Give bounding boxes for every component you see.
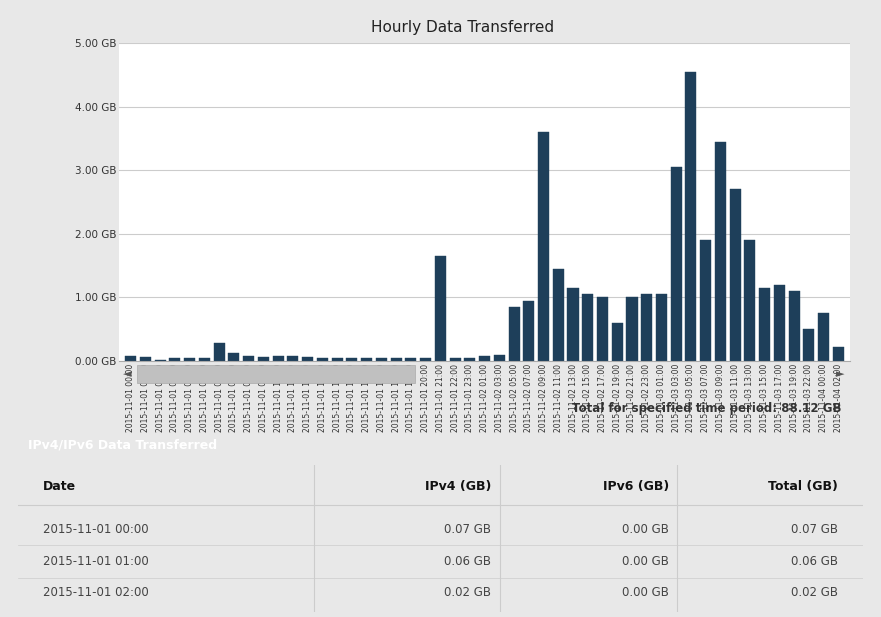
- FancyBboxPatch shape: [137, 365, 415, 383]
- Bar: [493, 355, 505, 361]
- Bar: [818, 313, 829, 361]
- Text: IPv4/IPv6 Data Transferred: IPv4/IPv6 Data Transferred: [28, 439, 217, 452]
- Bar: [803, 329, 814, 361]
- Text: 0.00 GB: 0.00 GB: [622, 523, 669, 536]
- Text: Date: Date: [43, 480, 76, 493]
- Bar: [788, 291, 800, 361]
- Bar: [184, 358, 196, 361]
- Bar: [125, 357, 137, 361]
- Bar: [567, 288, 579, 361]
- Text: 2015-11-01 01:00: 2015-11-01 01:00: [43, 555, 149, 568]
- Bar: [243, 357, 255, 361]
- Bar: [214, 343, 225, 361]
- Bar: [714, 142, 726, 361]
- Text: IPv4 (GB): IPv4 (GB): [425, 480, 492, 493]
- Bar: [552, 269, 564, 361]
- Text: 0.00 GB: 0.00 GB: [622, 587, 669, 600]
- Bar: [302, 357, 313, 361]
- Bar: [626, 297, 638, 361]
- Bar: [656, 294, 667, 361]
- Text: 0.07 GB: 0.07 GB: [791, 523, 838, 536]
- Bar: [641, 294, 652, 361]
- Bar: [317, 358, 328, 361]
- Text: 2015-11-01 00:00: 2015-11-01 00:00: [43, 523, 149, 536]
- Bar: [538, 132, 549, 361]
- Bar: [464, 358, 476, 361]
- Bar: [346, 358, 358, 361]
- Bar: [169, 358, 181, 361]
- Bar: [420, 358, 431, 361]
- Bar: [435, 256, 446, 361]
- Bar: [272, 356, 284, 361]
- Bar: [597, 297, 608, 361]
- Bar: [199, 358, 210, 361]
- Text: Total (GB): Total (GB): [768, 480, 838, 493]
- Text: Total for specified time period: 88.12 GB: Total for specified time period: 88.12 G…: [572, 402, 841, 415]
- Bar: [405, 358, 417, 361]
- Bar: [287, 357, 299, 361]
- Text: 0.02 GB: 0.02 GB: [444, 587, 492, 600]
- Text: 2015-11-01 02:00: 2015-11-01 02:00: [43, 587, 149, 600]
- Text: 0.02 GB: 0.02 GB: [791, 587, 838, 600]
- Bar: [228, 354, 240, 361]
- Bar: [759, 288, 770, 361]
- Bar: [155, 360, 166, 361]
- Bar: [523, 300, 534, 361]
- Bar: [140, 357, 151, 361]
- Bar: [331, 358, 343, 361]
- Bar: [390, 358, 402, 361]
- Text: ◄: ◄: [122, 369, 131, 379]
- Bar: [685, 72, 697, 361]
- Bar: [729, 189, 741, 361]
- Bar: [508, 307, 520, 361]
- Bar: [376, 358, 387, 361]
- Bar: [670, 167, 682, 361]
- Bar: [258, 357, 269, 361]
- Text: ►: ►: [836, 369, 844, 379]
- Text: 0.07 GB: 0.07 GB: [444, 523, 492, 536]
- Text: Hourly Data Transferred: Hourly Data Transferred: [371, 20, 554, 35]
- Bar: [700, 240, 711, 361]
- Bar: [582, 294, 593, 361]
- Bar: [611, 323, 623, 361]
- Bar: [479, 356, 490, 361]
- Bar: [449, 358, 461, 361]
- Bar: [744, 240, 755, 361]
- Bar: [361, 358, 372, 361]
- Text: IPv6 (GB): IPv6 (GB): [603, 480, 669, 493]
- Bar: [833, 347, 844, 361]
- Text: 0.06 GB: 0.06 GB: [791, 555, 838, 568]
- Text: 0.00 GB: 0.00 GB: [622, 555, 669, 568]
- Text: 0.06 GB: 0.06 GB: [444, 555, 492, 568]
- Bar: [774, 284, 785, 361]
